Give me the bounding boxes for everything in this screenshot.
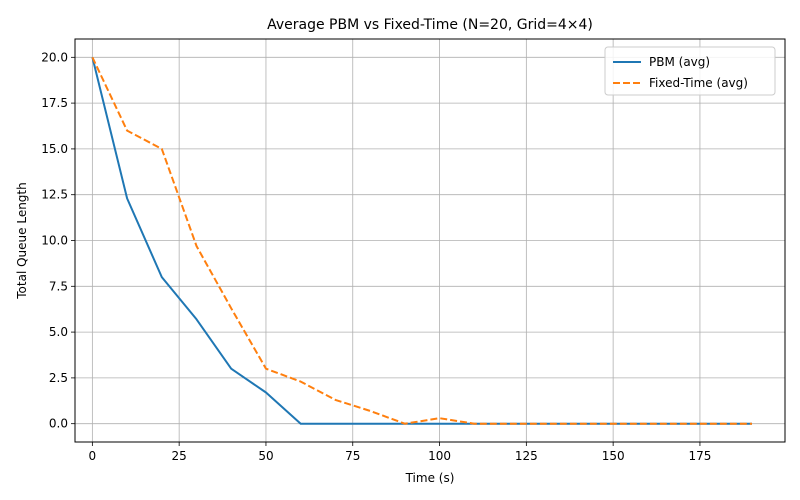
x-tick-label: 175 xyxy=(688,449,711,463)
y-tick-label: 20.0 xyxy=(41,50,68,64)
x-tick-label: 25 xyxy=(172,449,187,463)
grid xyxy=(75,39,785,442)
legend-label: Fixed-Time (avg) xyxy=(649,76,748,90)
y-tick-label: 12.5 xyxy=(41,188,68,202)
y-tick-label: 10.0 xyxy=(41,234,68,248)
x-tick-label: 150 xyxy=(602,449,625,463)
ticks: 0 25 50 75 100 125 150 175 0.0 2.5 5.0 7.5 10.0 12.5 1… xyxy=(41,50,711,463)
x-axis-label: Time (s) xyxy=(405,471,455,485)
y-tick-label: 0.0 xyxy=(49,417,68,431)
x-tick-label: 100 xyxy=(428,449,451,463)
x-tick-label: 50 xyxy=(258,449,273,463)
series-layer xyxy=(91,56,752,425)
x-tick-label: 75 xyxy=(345,449,360,463)
chart-title: Average PBM vs Fixed-Time (N=20, Grid=4×… xyxy=(267,17,593,33)
legend: PBM (avg) Fixed-Time (avg) xyxy=(604,46,776,96)
y-tick-label: 5.0 xyxy=(49,325,68,339)
x-tick-label: 125 xyxy=(515,449,538,463)
y-axis-label: Total Queue Length xyxy=(15,182,29,299)
legend-label: PBM (avg) xyxy=(649,55,710,69)
series-line-fixed-time-avg xyxy=(91,56,752,425)
y-tick-label: 2.5 xyxy=(49,371,68,385)
y-tick-label: 17.5 xyxy=(41,96,68,110)
x-tick-label: 0 xyxy=(89,449,97,463)
y-tick-label: 15.0 xyxy=(41,142,68,156)
y-tick-label: 7.5 xyxy=(49,279,68,293)
legend-box xyxy=(604,46,776,96)
